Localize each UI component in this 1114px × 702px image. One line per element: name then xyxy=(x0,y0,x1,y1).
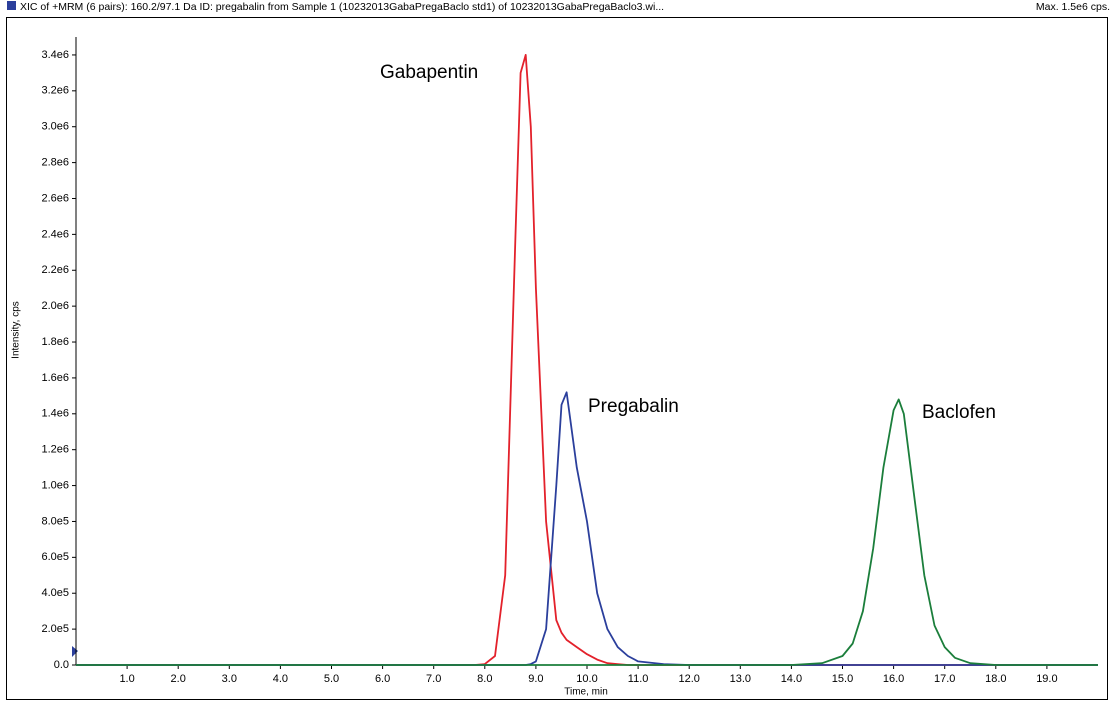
x-tick-label: 14.0 xyxy=(781,673,802,685)
peak-label: Baclofen xyxy=(922,402,996,423)
x-tick-label: 4.0 xyxy=(273,673,288,685)
x-tick-label: 16.0 xyxy=(883,673,904,685)
y-tick-label: 2.0e6 xyxy=(41,300,69,312)
y-tick-label: 2.0e5 xyxy=(41,623,69,635)
y-tick-label: 2.6e6 xyxy=(41,192,69,204)
x-axis-label: Time, min xyxy=(564,687,608,698)
y-tick-label: 2.2e6 xyxy=(41,264,69,276)
x-tick-label: 13.0 xyxy=(730,673,751,685)
y-tick-label: 2.8e6 xyxy=(41,157,69,169)
x-tick-label: 5.0 xyxy=(324,673,339,685)
series-line xyxy=(76,398,1098,666)
y-axis-label: Intensity, cps xyxy=(11,301,22,359)
y-tick-label: 1.0e6 xyxy=(41,479,69,491)
peak-label: Gabapentin xyxy=(380,62,478,83)
y-tick-label: 1.2e6 xyxy=(41,444,69,456)
x-tick-label: 9.0 xyxy=(528,673,543,685)
chart-subtitle: Max. 1.5e6 cps. xyxy=(1036,1,1110,13)
y-tick-label: 3.2e6 xyxy=(41,85,69,97)
marker xyxy=(72,646,78,657)
series-line xyxy=(76,54,1098,666)
x-tick-label: 1.0 xyxy=(119,673,134,685)
frame xyxy=(6,17,1108,700)
x-tick-label: 15.0 xyxy=(832,673,853,685)
x-tick-label: 6.0 xyxy=(375,673,390,685)
x-tick-label: 17.0 xyxy=(934,673,955,685)
series-line xyxy=(76,391,1098,666)
x-tick-label: 18.0 xyxy=(985,673,1006,685)
x-tick-label: 19.0 xyxy=(1036,673,1057,685)
x-tick-label: 11.0 xyxy=(628,673,649,685)
y-tick-label: 3.4e6 xyxy=(41,49,69,61)
y-tick-label: 6.0e5 xyxy=(41,551,69,563)
y-tick-label: 3.0e6 xyxy=(41,121,69,133)
x-tick-label: 10.0 xyxy=(576,673,597,685)
y-tick-label: 4.0e5 xyxy=(41,587,69,599)
y-tick-label: 1.8e6 xyxy=(41,336,69,348)
chart-title: XIC of +MRM (6 pairs): 160.2/97.1 Da ID:… xyxy=(20,1,664,13)
x-tick-label: 3.0 xyxy=(222,673,237,685)
x-tick-label: 8.0 xyxy=(477,673,492,685)
trace-icon xyxy=(7,1,16,10)
y-tick-label: 1.6e6 xyxy=(41,372,69,384)
y-tick-label: 0.0 xyxy=(54,659,69,671)
y-tick-label: 1.4e6 xyxy=(41,408,69,420)
y-tick-label: 8.0e5 xyxy=(41,515,69,527)
x-tick-label: 2.0 xyxy=(171,673,186,685)
y-tick-label: 2.4e6 xyxy=(41,228,69,240)
x-tick-label: 12.0 xyxy=(678,673,699,685)
peak-label: Pregabalin xyxy=(588,396,679,417)
x-tick-label: 7.0 xyxy=(426,673,441,685)
